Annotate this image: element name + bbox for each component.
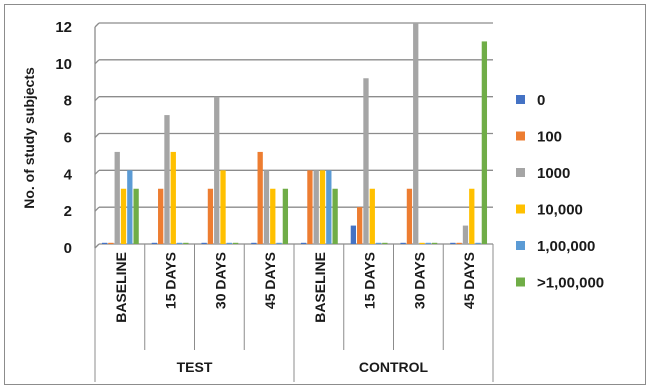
x-tick-label: 15 DAYS (362, 252, 378, 309)
bar (419, 242, 425, 244)
bar (462, 225, 469, 244)
bar (382, 242, 388, 244)
bar (158, 188, 164, 244)
bar (201, 242, 207, 244)
bar (220, 170, 226, 244)
x-tick-label: 15 DAYS (163, 252, 179, 309)
y-tick-label: 4 (64, 166, 73, 183)
bar (456, 242, 462, 244)
bar (450, 242, 456, 244)
bar (481, 41, 488, 244)
bar (300, 242, 307, 244)
bar (469, 188, 475, 244)
bar (108, 242, 114, 244)
y-tick-label: 8 (64, 93, 72, 110)
bar (326, 170, 332, 244)
bar (307, 170, 313, 244)
gridline-diag (94, 133, 100, 138)
gridline-diag (94, 206, 100, 212)
y-tick-label: 6 (64, 130, 72, 147)
bar (232, 242, 239, 244)
bar (127, 170, 133, 244)
bar (226, 242, 232, 244)
y-tick-label: 0 (64, 240, 72, 257)
bar (431, 242, 438, 244)
bar (475, 242, 481, 244)
bar (114, 151, 120, 244)
bar (101, 242, 108, 244)
legend-swatch (516, 131, 525, 141)
legend-label: >1,00,000 (537, 275, 604, 292)
bar (375, 242, 382, 244)
bar (207, 188, 214, 244)
bar (257, 151, 263, 244)
gridline-diag (94, 59, 100, 65)
bar (282, 188, 289, 244)
bars (101, 23, 488, 245)
legend-swatch (516, 95, 525, 104)
y-axis-label: No. of study subjects (21, 67, 37, 209)
legend-swatch (516, 168, 525, 177)
bar (357, 207, 363, 244)
bar (263, 170, 270, 244)
y-tick-label: 10 (55, 56, 72, 73)
gridline-diag (94, 22, 100, 28)
bar (369, 188, 375, 244)
x-axis: BASELINE 15 DAYS 30 DAYS 45 DAYS BASELINE 15 … (94, 244, 494, 382)
x-tick-label: BASELINE (312, 252, 328, 323)
y-tick-label: 12 (55, 19, 72, 36)
bar (276, 242, 282, 244)
bar (406, 188, 413, 244)
gridline-diag (94, 96, 100, 102)
bar (400, 242, 406, 244)
legend-label: 10,000 (537, 202, 583, 219)
bar (151, 242, 158, 244)
legend-swatch (516, 277, 525, 287)
bar (350, 225, 357, 244)
x-tick-label: 45 DAYS (262, 252, 278, 309)
x-tick-label: 30 DAYS (212, 252, 228, 309)
gridlines (94, 22, 493, 249)
legend-swatch (516, 204, 525, 214)
bar (270, 188, 276, 244)
y-tick-labels: 0 2 4 6 8 10 12 (55, 19, 72, 257)
bar (214, 96, 220, 245)
bar (251, 242, 257, 244)
x-tick-label: 45 DAYS (461, 252, 477, 309)
bar (313, 170, 319, 244)
gridline-diag (94, 169, 100, 175)
legend-label: 0 (537, 92, 545, 109)
legend-label: 1000 (537, 165, 570, 182)
bar (413, 23, 419, 244)
bar (164, 115, 170, 244)
legend-label: 1,00,000 (537, 238, 595, 255)
x-tick-label: BASELINE (113, 252, 129, 323)
bar (120, 188, 127, 244)
group-label: TEST (177, 359, 213, 375)
bar (170, 151, 176, 244)
bar (176, 242, 183, 244)
chart-frame (4, 4, 646, 385)
bar (332, 188, 338, 244)
bar (319, 170, 326, 244)
legend: 0 100 1000 10,000 1,00,000 >1,00,000 (516, 92, 604, 292)
bar (183, 242, 189, 244)
gridline-diag (94, 243, 100, 249)
bar (363, 78, 369, 244)
bar (133, 188, 139, 244)
group-label: CONTROL (359, 359, 429, 375)
legend-label: 100 (537, 129, 562, 146)
x-tick-label: 30 DAYS (411, 252, 427, 309)
bar (425, 242, 431, 244)
legend-swatch (516, 241, 525, 250)
y-tick-label: 2 (64, 203, 72, 220)
